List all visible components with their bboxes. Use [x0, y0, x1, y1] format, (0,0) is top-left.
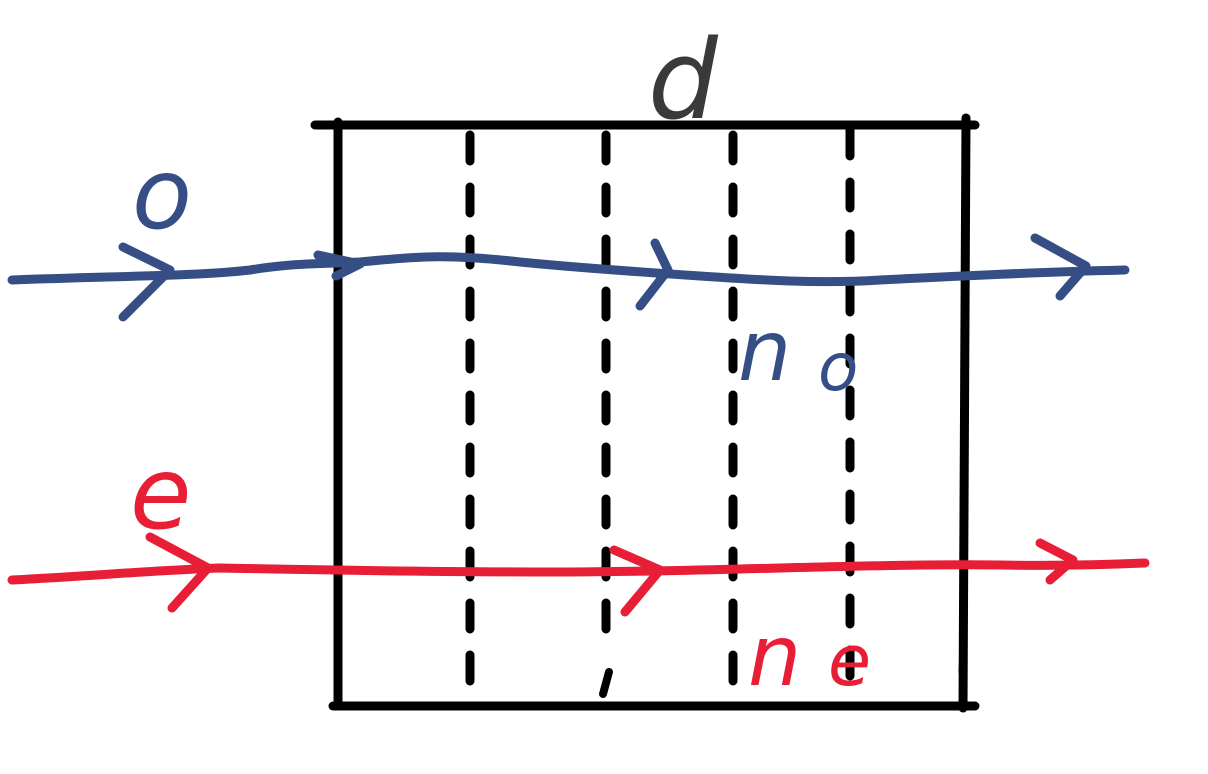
ordinary-ray [7, 233, 1130, 322]
extraordinary-ray [7, 532, 1150, 617]
extraordinary-ray-path [7, 558, 1150, 585]
extraordinary-index-label: n e [748, 607, 871, 705]
dashed-line-2-tick [599, 668, 613, 698]
wavefront-dashed-lines [465, 125, 855, 705]
extraordinary-ray-label: e [130, 435, 192, 552]
extraordinary-arrowhead-1 [145, 532, 213, 613]
ordinary-ray-label: o [132, 138, 192, 252]
thickness-label: d [648, 16, 719, 144]
ordinary-ray-path [7, 252, 1130, 287]
ordinary-index-base: n [738, 302, 791, 400]
ordinary-index-sub: o [818, 329, 858, 406]
crystal-plate [310, 113, 980, 713]
extraordinary-arrowhead-2 [609, 545, 665, 617]
extraordinary-arrowhead-3 [1035, 538, 1078, 585]
ordinary-arrowhead-4 [1030, 233, 1091, 301]
plate-right-edge [958, 113, 971, 713]
ordinary-arrowhead-3 [635, 238, 673, 311]
ordinary-arrowhead-1 [118, 242, 175, 322]
ordinary-index-label: n o [738, 302, 858, 406]
ordinary-arrowhead-2 [313, 250, 365, 281]
extraordinary-index-base: n [748, 607, 801, 705]
extraordinary-index-sub: e [828, 620, 871, 702]
right-edge-tick [958, 648, 967, 676]
